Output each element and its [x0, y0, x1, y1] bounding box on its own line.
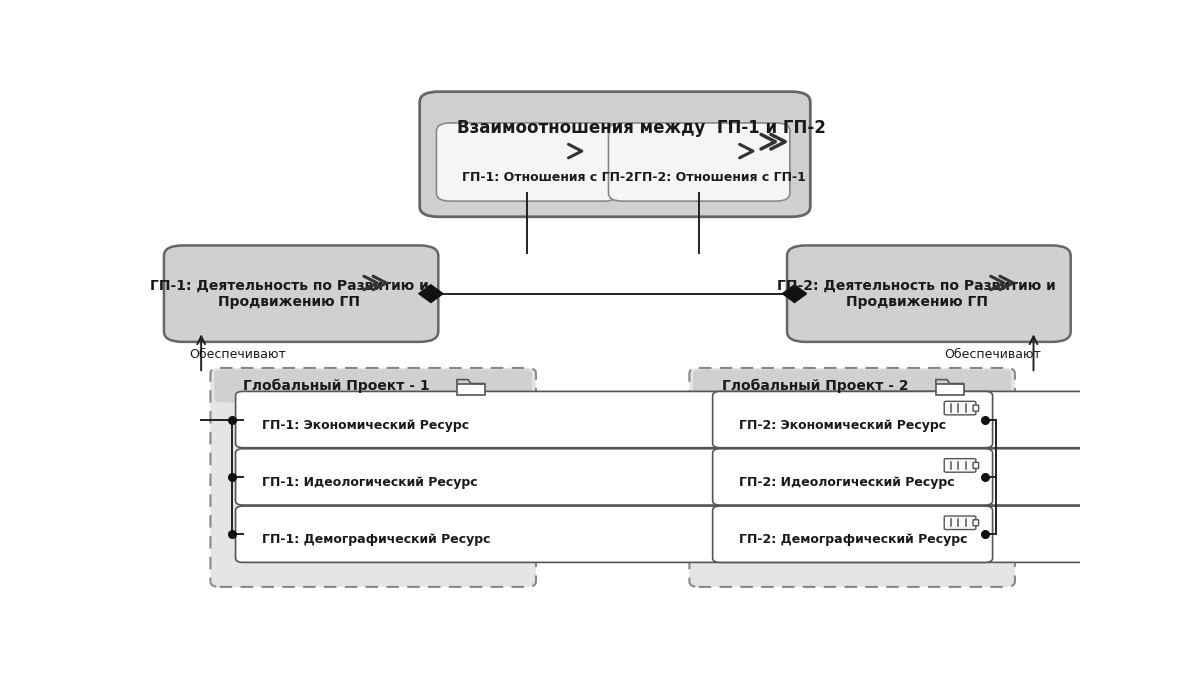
FancyBboxPatch shape: [214, 370, 533, 402]
FancyBboxPatch shape: [944, 458, 976, 473]
Polygon shape: [419, 285, 443, 303]
FancyBboxPatch shape: [235, 506, 1200, 563]
FancyBboxPatch shape: [437, 123, 618, 201]
FancyBboxPatch shape: [210, 368, 536, 587]
Text: Обеспечивают: Обеспечивают: [944, 349, 1040, 362]
Text: ГП-1: Демографический Ресурс: ГП-1: Демографический Ресурс: [262, 533, 490, 546]
FancyBboxPatch shape: [973, 405, 979, 411]
Text: ГП-1: Деятельность по Развитию и
Продвижению ГП: ГП-1: Деятельность по Развитию и Продвиж…: [150, 278, 428, 309]
FancyBboxPatch shape: [944, 516, 976, 529]
FancyBboxPatch shape: [235, 391, 1200, 447]
FancyBboxPatch shape: [713, 506, 992, 563]
Text: ГП-1: Экономический Ресурс: ГП-1: Экономический Ресурс: [262, 419, 469, 432]
FancyBboxPatch shape: [164, 246, 438, 342]
FancyBboxPatch shape: [694, 370, 1012, 402]
Text: ГП-2: Идеологический Ресурс: ГП-2: Идеологический Ресурс: [739, 476, 954, 489]
Text: ГП-2: Деятельность по Развитию и
Продвижению ГП: ГП-2: Деятельность по Развитию и Продвиж…: [778, 278, 1056, 309]
Text: ГП-2: Экономический Ресурс: ГП-2: Экономический Ресурс: [739, 419, 946, 432]
Polygon shape: [782, 285, 806, 303]
FancyBboxPatch shape: [944, 401, 976, 415]
Text: Взаимоотношения между  ГП-1 и ГП-2: Взаимоотношения между ГП-1 и ГП-2: [457, 118, 826, 137]
Text: Глобальный Проект - 2: Глобальный Проект - 2: [722, 378, 908, 393]
FancyBboxPatch shape: [787, 246, 1070, 342]
FancyBboxPatch shape: [713, 449, 992, 505]
FancyBboxPatch shape: [608, 123, 790, 201]
FancyBboxPatch shape: [713, 391, 992, 447]
Text: ГП-1: Отношения с ГП-2: ГП-1: Отношения с ГП-2: [462, 171, 634, 184]
Text: ГП-1: Идеологический Ресурс: ГП-1: Идеологический Ресурс: [262, 476, 478, 489]
Text: Обеспечивают: Обеспечивают: [190, 349, 286, 362]
FancyBboxPatch shape: [689, 368, 1015, 587]
FancyBboxPatch shape: [973, 520, 979, 526]
Text: ГП-2: Демографический Ресурс: ГП-2: Демографический Ресурс: [739, 533, 967, 546]
FancyBboxPatch shape: [457, 384, 485, 395]
FancyBboxPatch shape: [420, 91, 810, 217]
Text: ГП-2: Отношения с ГП-1: ГП-2: Отношения с ГП-1: [634, 171, 805, 184]
Text: Глобальный Проект - 1: Глобальный Проект - 1: [244, 378, 430, 393]
FancyBboxPatch shape: [235, 449, 1200, 505]
FancyBboxPatch shape: [973, 462, 979, 468]
FancyBboxPatch shape: [936, 384, 964, 395]
